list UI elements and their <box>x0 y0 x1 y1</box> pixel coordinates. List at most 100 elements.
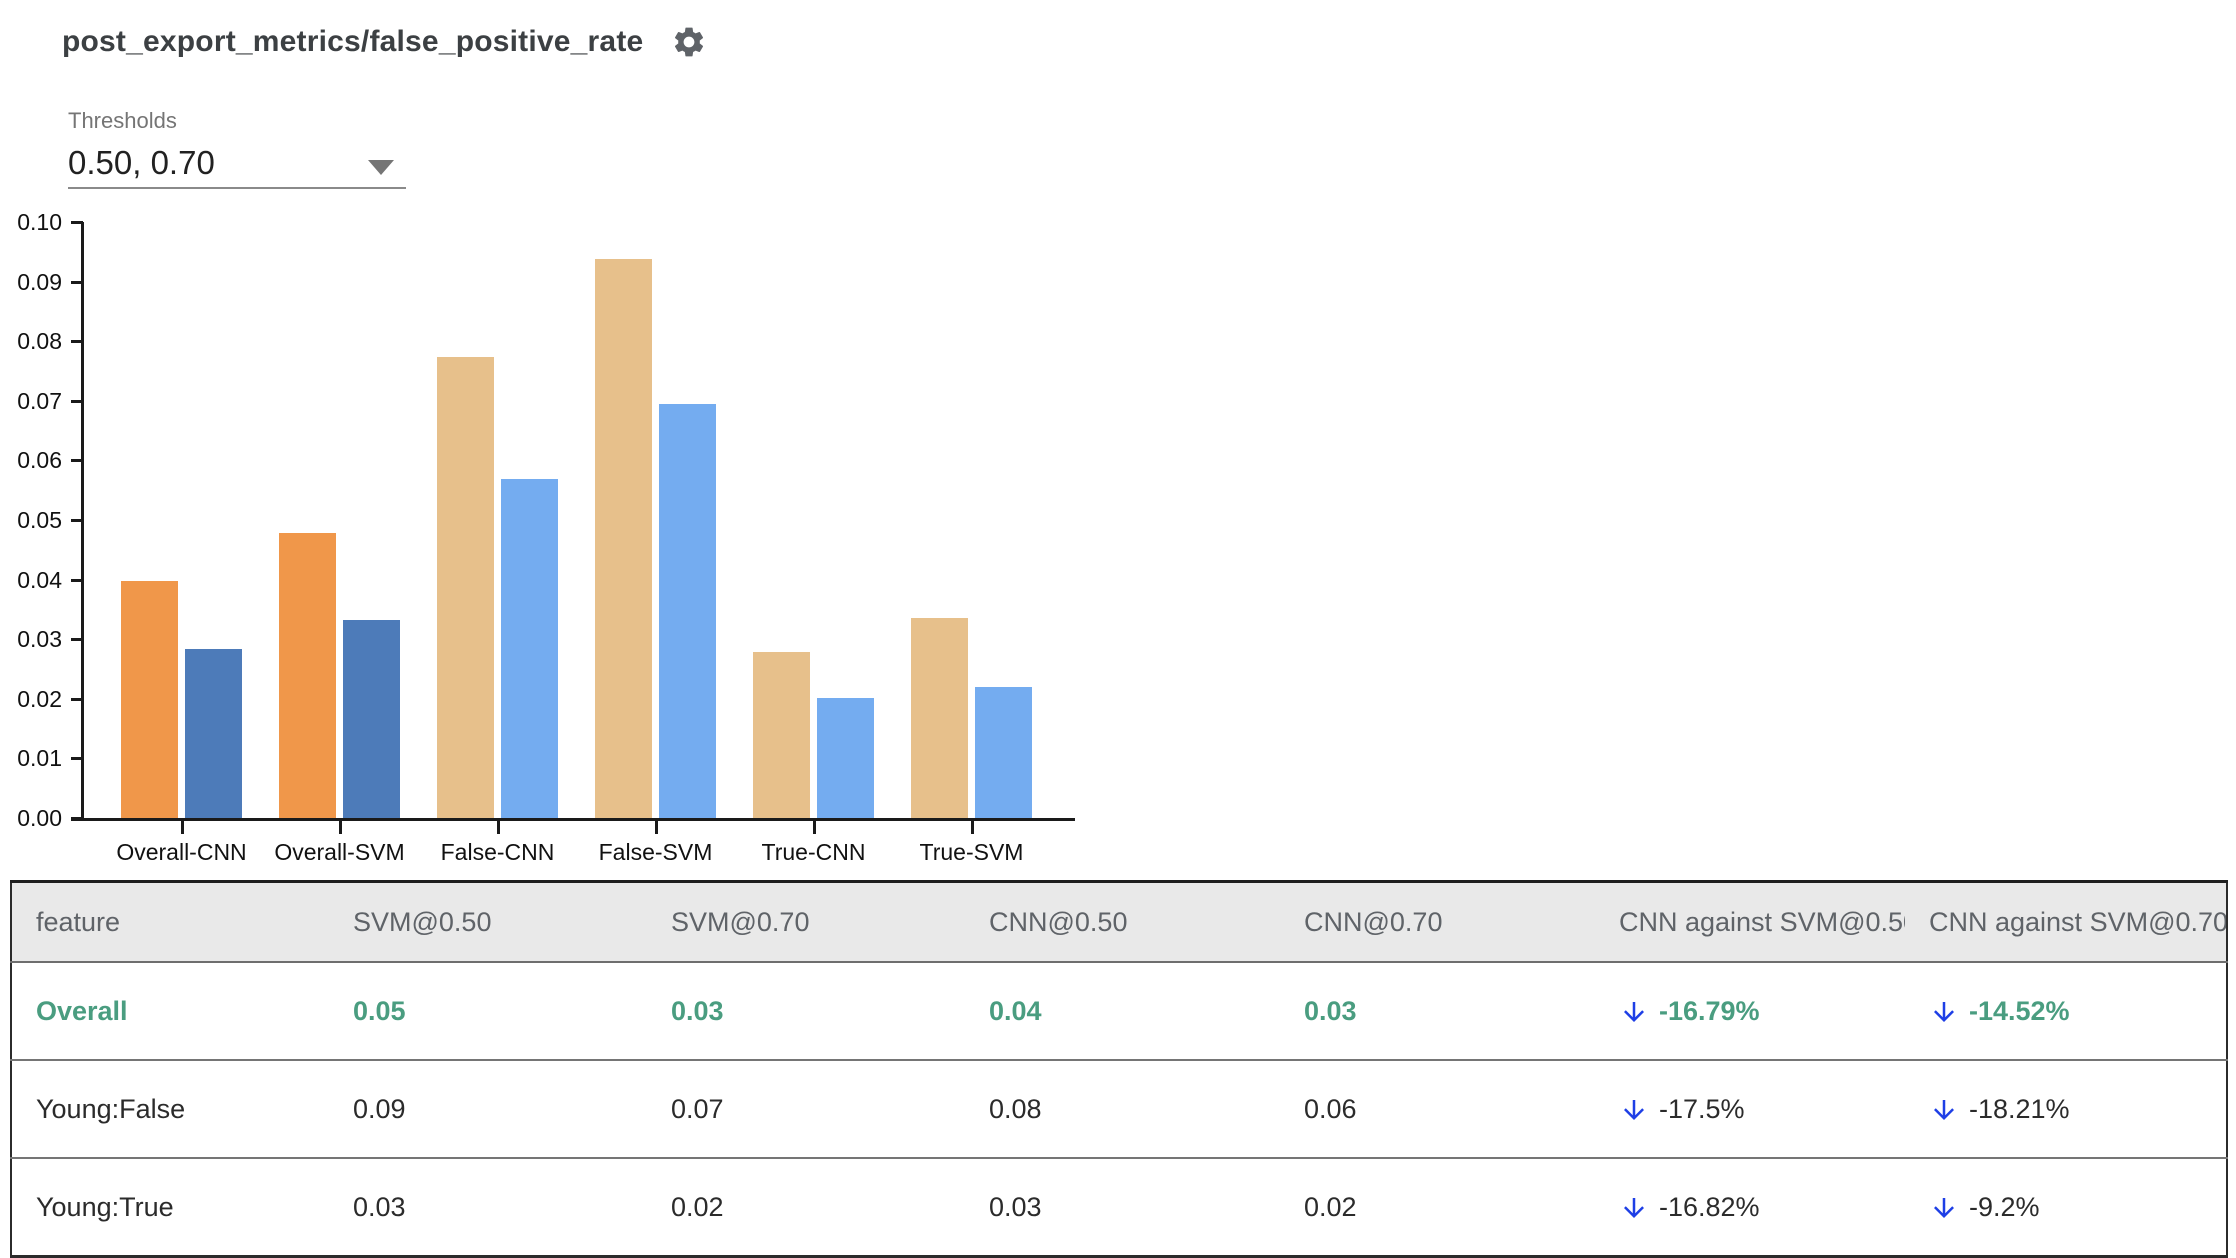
bar-chart: 0.00 0.01 0.02 0.03 0.04 0.05 0.06 0.07 0.08 0.09… <box>0 0 1110 880</box>
value-cell: 0.02 <box>671 1191 724 1222</box>
x-tick <box>654 818 658 834</box>
value-cell: 0.03 <box>353 1191 406 1222</box>
y-tick-label: 0.03 <box>17 626 62 652</box>
arrow-down-icon <box>1619 997 1649 1027</box>
y-tick-label: 0.10 <box>17 209 62 235</box>
value-cell: 0.07 <box>647 1060 965 1159</box>
y-tick <box>71 757 83 760</box>
col-header-cnn-050: CNN@0.50 <box>965 881 1280 963</box>
col-header-cnn-vs-svm-070: CNN against SVM@0.70 <box>1905 881 2227 963</box>
bar-true-svm-threshold-0.70[interactable] <box>975 687 1032 818</box>
y-tick <box>71 459 83 462</box>
y-tick-label: 0.02 <box>17 686 62 712</box>
thresholds-dropdown[interactable]: Thresholds 0.50, 0.70 <box>68 108 406 189</box>
table-header-row: feature SVM@0.50 SVM@0.70 CNN@0.50 CNN@0… <box>11 881 2227 963</box>
y-tick <box>71 519 83 522</box>
delta-value: -18.21% <box>1969 1094 2070 1125</box>
y-tick-label: 0.06 <box>17 447 62 473</box>
feature-cell: Young:True <box>36 1191 174 1222</box>
y-tick <box>71 638 83 641</box>
value-cell: 0.02 <box>1304 1191 1357 1222</box>
bar-overall-cnn-threshold-0.50[interactable] <box>121 581 178 818</box>
bar-overall-cnn-threshold-0.70[interactable] <box>185 649 242 818</box>
x-axis-line <box>71 818 1075 821</box>
x-tick <box>180 818 184 834</box>
thresholds-value: 0.50, 0.70 <box>68 144 215 181</box>
delta-cell: -16.79% <box>1595 962 1905 1061</box>
metrics-table: feature SVM@0.50 SVM@0.70 CNN@0.50 CNN@0… <box>10 880 2228 1258</box>
title-row: post_export_metrics/false_positive_rate <box>62 24 707 60</box>
x-axis-label: Overall-CNN <box>116 839 247 865</box>
y-tick-label: 0.07 <box>17 388 62 414</box>
value-cell: 0.04 <box>965 962 1280 1061</box>
value-cell: 0.03 <box>989 1191 1042 1222</box>
col-header-cnn-vs-svm-050: CNN against SVM@0.50 <box>1595 881 1905 963</box>
x-axis-label: False-SVM <box>598 839 713 865</box>
delta-cell: -16.82% <box>1595 1158 1905 1257</box>
value-cell: 0.03 <box>1280 962 1595 1061</box>
dropdown-underline <box>68 187 406 189</box>
delta-value: -16.79% <box>1659 996 1760 1027</box>
y-tick <box>71 579 83 582</box>
bar-false-cnn-threshold-0.50[interactable] <box>437 357 494 818</box>
x-tick <box>338 818 342 834</box>
delta-value: -16.82% <box>1659 1192 1760 1223</box>
table-row-young-false[interactable]: Young:False 0.09 0.07 0.08 0.06 -17.5% -… <box>11 1060 2227 1159</box>
table-row-young-true[interactable]: Young:True 0.03 0.02 0.03 0.02 -16.82% -… <box>11 1158 2227 1257</box>
arrow-down-icon <box>1619 1193 1649 1223</box>
x-axis-label: True-SVM <box>919 839 1024 865</box>
y-tick <box>71 698 83 701</box>
col-header-feature: feature <box>11 881 329 963</box>
col-header-svm-070: SVM@0.70 <box>647 881 965 963</box>
y-tick-label: 0.04 <box>17 567 62 593</box>
x-tick <box>970 818 974 834</box>
delta-cell: -9.2% <box>1905 1158 2227 1257</box>
bar-false-svm-threshold-0.70[interactable] <box>659 404 716 818</box>
x-axis-label: Overall-SVM <box>274 839 405 865</box>
delta-value: -14.52% <box>1969 996 2070 1027</box>
value-cell: 0.05 <box>329 962 647 1061</box>
x-tick <box>812 818 816 834</box>
y-tick-label: 0.05 <box>17 507 62 533</box>
arrow-down-icon <box>1619 1095 1649 1125</box>
y-tick-label: 0.00 <box>17 805 62 831</box>
bar-false-cnn-threshold-0.70[interactable] <box>501 479 558 818</box>
bar-true-cnn-threshold-0.50[interactable] <box>753 652 810 818</box>
x-axis-label: True-CNN <box>761 839 866 865</box>
delta-value: -9.2% <box>1969 1192 2040 1223</box>
y-tick <box>71 817 83 820</box>
delta-cell: -14.52% <box>1905 962 2227 1061</box>
y-tick <box>71 400 83 403</box>
bar-true-svm-threshold-0.50[interactable] <box>911 618 968 818</box>
value-cell: 0.09 <box>329 1060 647 1159</box>
col-header-cnn-070: CNN@0.70 <box>1280 881 1595 963</box>
y-tick-label: 0.09 <box>17 269 62 295</box>
value-cell: 0.08 <box>965 1060 1280 1159</box>
chevron-down-icon[interactable] <box>368 160 394 175</box>
value-cell: 0.03 <box>647 962 965 1061</box>
feature-cell: Overall <box>11 962 329 1061</box>
x-tick <box>496 818 500 834</box>
arrow-down-icon <box>1929 997 1959 1027</box>
page-title: post_export_metrics/false_positive_rate <box>62 25 644 58</box>
y-tick <box>71 281 83 284</box>
arrow-down-icon <box>1929 1095 1959 1125</box>
thresholds-label: Thresholds <box>68 108 177 133</box>
delta-cell: -17.5% <box>1595 1060 1905 1159</box>
y-tick <box>71 340 83 343</box>
table-row-overall[interactable]: Overall 0.05 0.03 0.04 0.03 -16.79% -14.… <box>11 962 2227 1061</box>
y-tick <box>71 221 83 224</box>
feature-cell: Young:False <box>11 1060 329 1159</box>
value-cell: 0.06 <box>1280 1060 1595 1159</box>
bar-overall-svm-threshold-0.70[interactable] <box>343 620 400 818</box>
x-axis-label: False-CNN <box>440 839 555 865</box>
bar-false-svm-threshold-0.50[interactable] <box>595 259 652 818</box>
bar-overall-svm-threshold-0.50[interactable] <box>279 533 336 818</box>
y-tick-label: 0.01 <box>17 745 62 771</box>
y-tick-label: 0.08 <box>17 328 62 354</box>
delta-value: -17.5% <box>1659 1094 1745 1125</box>
bar-true-cnn-threshold-0.70[interactable] <box>817 698 874 818</box>
settings-gear-icon[interactable] <box>671 24 707 60</box>
delta-cell: -18.21% <box>1905 1060 2227 1159</box>
